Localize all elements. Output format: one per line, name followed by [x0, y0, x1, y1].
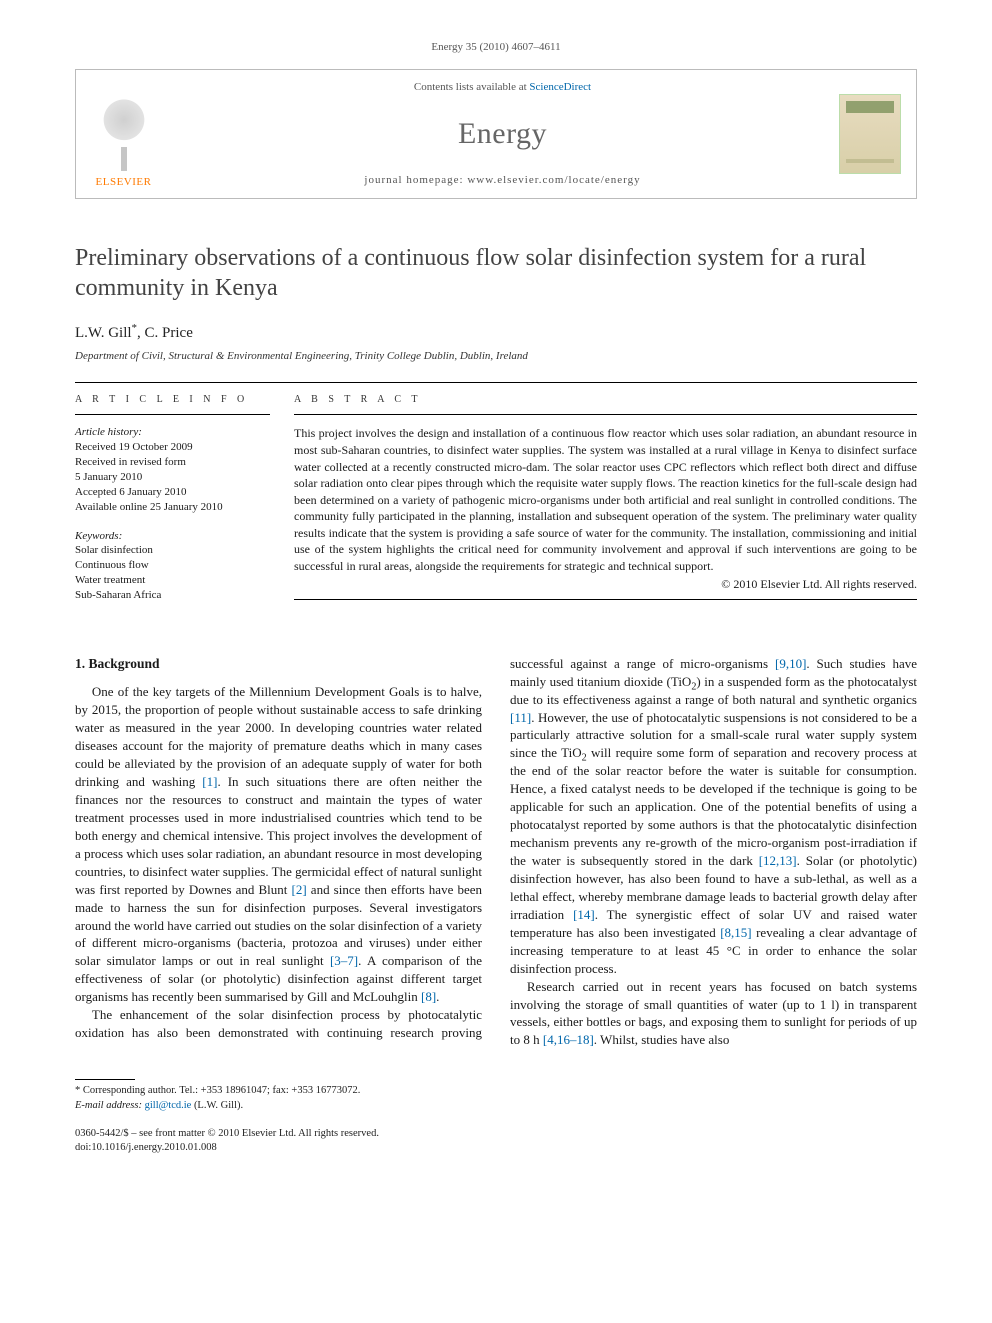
para-2-e: will require some form of separation and…: [510, 745, 917, 868]
ref-1[interactable]: [1]: [202, 774, 217, 789]
article-history-head: Article history:: [75, 425, 270, 440]
keyword-3: Water treatment: [75, 573, 270, 588]
email-label: E-mail address:: [75, 1100, 142, 1111]
homepage-prefix: journal homepage:: [364, 174, 467, 186]
footnote-rule: [75, 1079, 135, 1080]
online-date: Available online 25 January 2010: [75, 500, 270, 515]
section-1-heading: 1. Background: [75, 655, 482, 674]
ref-3-7[interactable]: [3–7]: [330, 953, 358, 968]
sciencedirect-link[interactable]: ScienceDirect: [529, 81, 591, 93]
journal-homepage-line: journal homepage: www.elsevier.com/locat…: [171, 173, 834, 188]
footnote-block: * Corresponding author. Tel.: +353 18961…: [75, 1079, 462, 1112]
elsevier-tree-icon: [92, 99, 156, 171]
issn-copyright-line: 0360-5442/$ – see front matter © 2010 El…: [75, 1127, 917, 1141]
para-1-b: . In such situations there are often nei…: [75, 774, 482, 897]
email-owner: (L.W. Gill).: [194, 1100, 243, 1111]
ref-12-13[interactable]: [12,13]: [759, 853, 797, 868]
journal-cover-thumb-box: [834, 70, 916, 198]
keyword-4: Sub-Saharan Africa: [75, 588, 270, 603]
copyright-line: © 2010 Elsevier Ltd. All rights reserved…: [294, 576, 917, 592]
journal-cover-thumb: [839, 94, 901, 174]
publisher-logo-text: ELSEVIER: [96, 175, 152, 190]
ref-8a[interactable]: [8]: [421, 989, 436, 1004]
ref-9-10[interactable]: [9,10]: [775, 656, 806, 671]
received-date: Received 19 October 2009: [75, 440, 270, 455]
accepted-date: Accepted 6 January 2010: [75, 485, 270, 500]
author-1: L.W. Gill: [75, 325, 132, 341]
keyword-2: Continuous flow: [75, 558, 270, 573]
para-3-b: . Whilst, studies have also: [594, 1032, 730, 1047]
author-rest: , C. Price: [137, 325, 193, 341]
journal-masthead: ELSEVIER Contents lists available at Sci…: [75, 69, 917, 199]
contents-available-line: Contents lists available at ScienceDirec…: [171, 80, 834, 95]
body-two-column: 1. Background One of the key targets of …: [75, 655, 917, 1050]
article-info-body: Article history: Received 19 October 200…: [75, 415, 270, 602]
corresponding-author-line: * Corresponding author. Tel.: +353 18961…: [75, 1084, 462, 1098]
authors-line: L.W. Gill*, C. Price: [75, 321, 917, 343]
affiliation: Department of Civil, Structural & Enviro…: [75, 349, 917, 364]
ref-4-16-18[interactable]: [4,16–18]: [543, 1032, 594, 1047]
revised-date-l1: Received in revised form: [75, 455, 270, 470]
homepage-url: www.elsevier.com/locate/energy: [467, 174, 640, 186]
para-1: One of the key targets of the Millennium…: [75, 683, 482, 1006]
abstract-text: This project involves the design and ins…: [294, 415, 917, 574]
header-citation: Energy 35 (2010) 4607–4611: [75, 40, 917, 55]
ref-14[interactable]: [14]: [573, 907, 595, 922]
para-3: Research carried out in recent years has…: [510, 978, 917, 1050]
doi-line: doi:10.1016/j.energy.2010.01.008: [75, 1141, 917, 1155]
abstract-heading: A B S T R A C T: [294, 383, 917, 416]
para-1-e: .: [436, 989, 439, 1004]
email-line: E-mail address: gill@tcd.ie (L.W. Gill).: [75, 1099, 462, 1113]
contents-prefix: Contents lists available at: [414, 81, 529, 93]
article-title: Preliminary observations of a continuous…: [75, 243, 917, 303]
ref-8-15[interactable]: [8,15]: [720, 925, 751, 940]
keyword-1: Solar disinfection: [75, 543, 270, 558]
footer-meta: 0360-5442/$ – see front matter © 2010 El…: [75, 1127, 917, 1155]
publisher-logo: ELSEVIER: [76, 70, 171, 198]
ref-11[interactable]: [11]: [510, 710, 531, 725]
email-link[interactable]: gill@tcd.ie: [145, 1100, 192, 1111]
article-info-heading: A R T I C L E I N F O: [75, 383, 270, 416]
journal-name: Energy: [171, 114, 834, 155]
abstract-bottom-rule: [294, 599, 917, 600]
ref-2[interactable]: [2]: [292, 882, 307, 897]
keywords-head: Keywords:: [75, 529, 270, 544]
revised-date-l2: 5 January 2010: [75, 470, 270, 485]
